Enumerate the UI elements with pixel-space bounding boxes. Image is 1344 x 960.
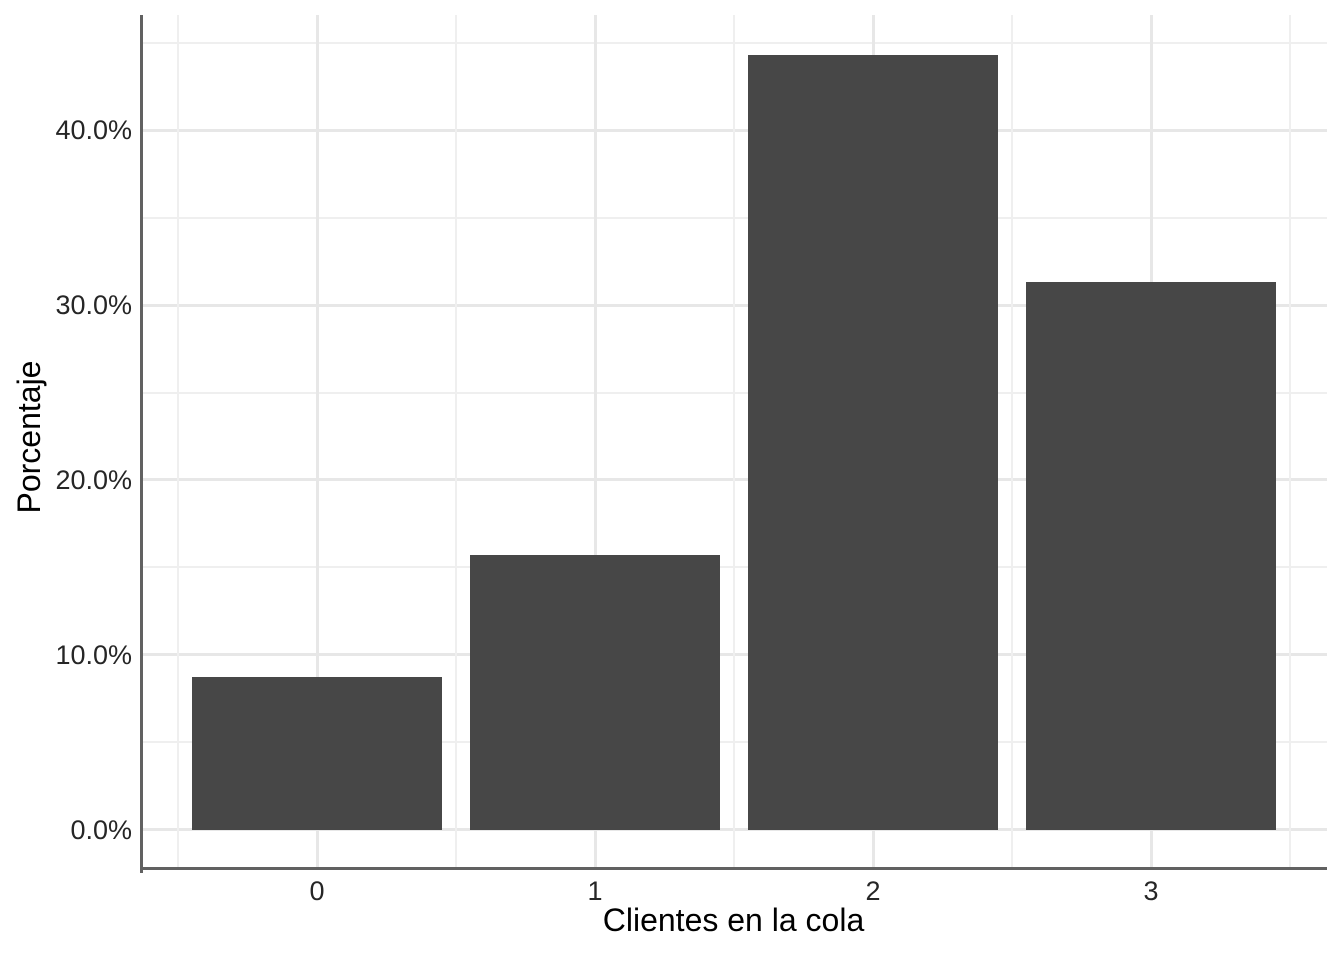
x-minor-gridline [177,15,179,868]
bar-category-3 [1026,282,1276,830]
bar-category-0 [192,677,442,830]
x-axis-title: Clientes en la cola [602,902,865,938]
x-minor-gridline [1011,15,1013,868]
x-tick-label: 3 [1143,876,1159,906]
y-tick-label: 40.0% [55,115,132,146]
y-axis-title: Porcentaje [11,360,47,514]
x-tick-label: 1 [587,876,603,906]
x-tick-label: 2 [865,876,881,906]
x-minor-gridline [733,15,735,868]
x-major-gridline [315,15,319,868]
x-axis-line [140,867,1327,870]
x-tick-label: 0 [309,876,325,906]
bar-category-1 [470,555,720,830]
x-minor-gridline [1289,15,1291,868]
y-tick-label: 10.0% [55,639,132,670]
bar-category-2 [748,55,998,830]
y-axis-line [140,15,143,873]
y-tick-label: 20.0% [55,464,132,495]
y-tick-label: 0.0% [70,814,132,845]
y-tick-label: 30.0% [55,290,132,321]
x-minor-gridline [455,15,457,868]
x-major-gridline [593,15,597,868]
